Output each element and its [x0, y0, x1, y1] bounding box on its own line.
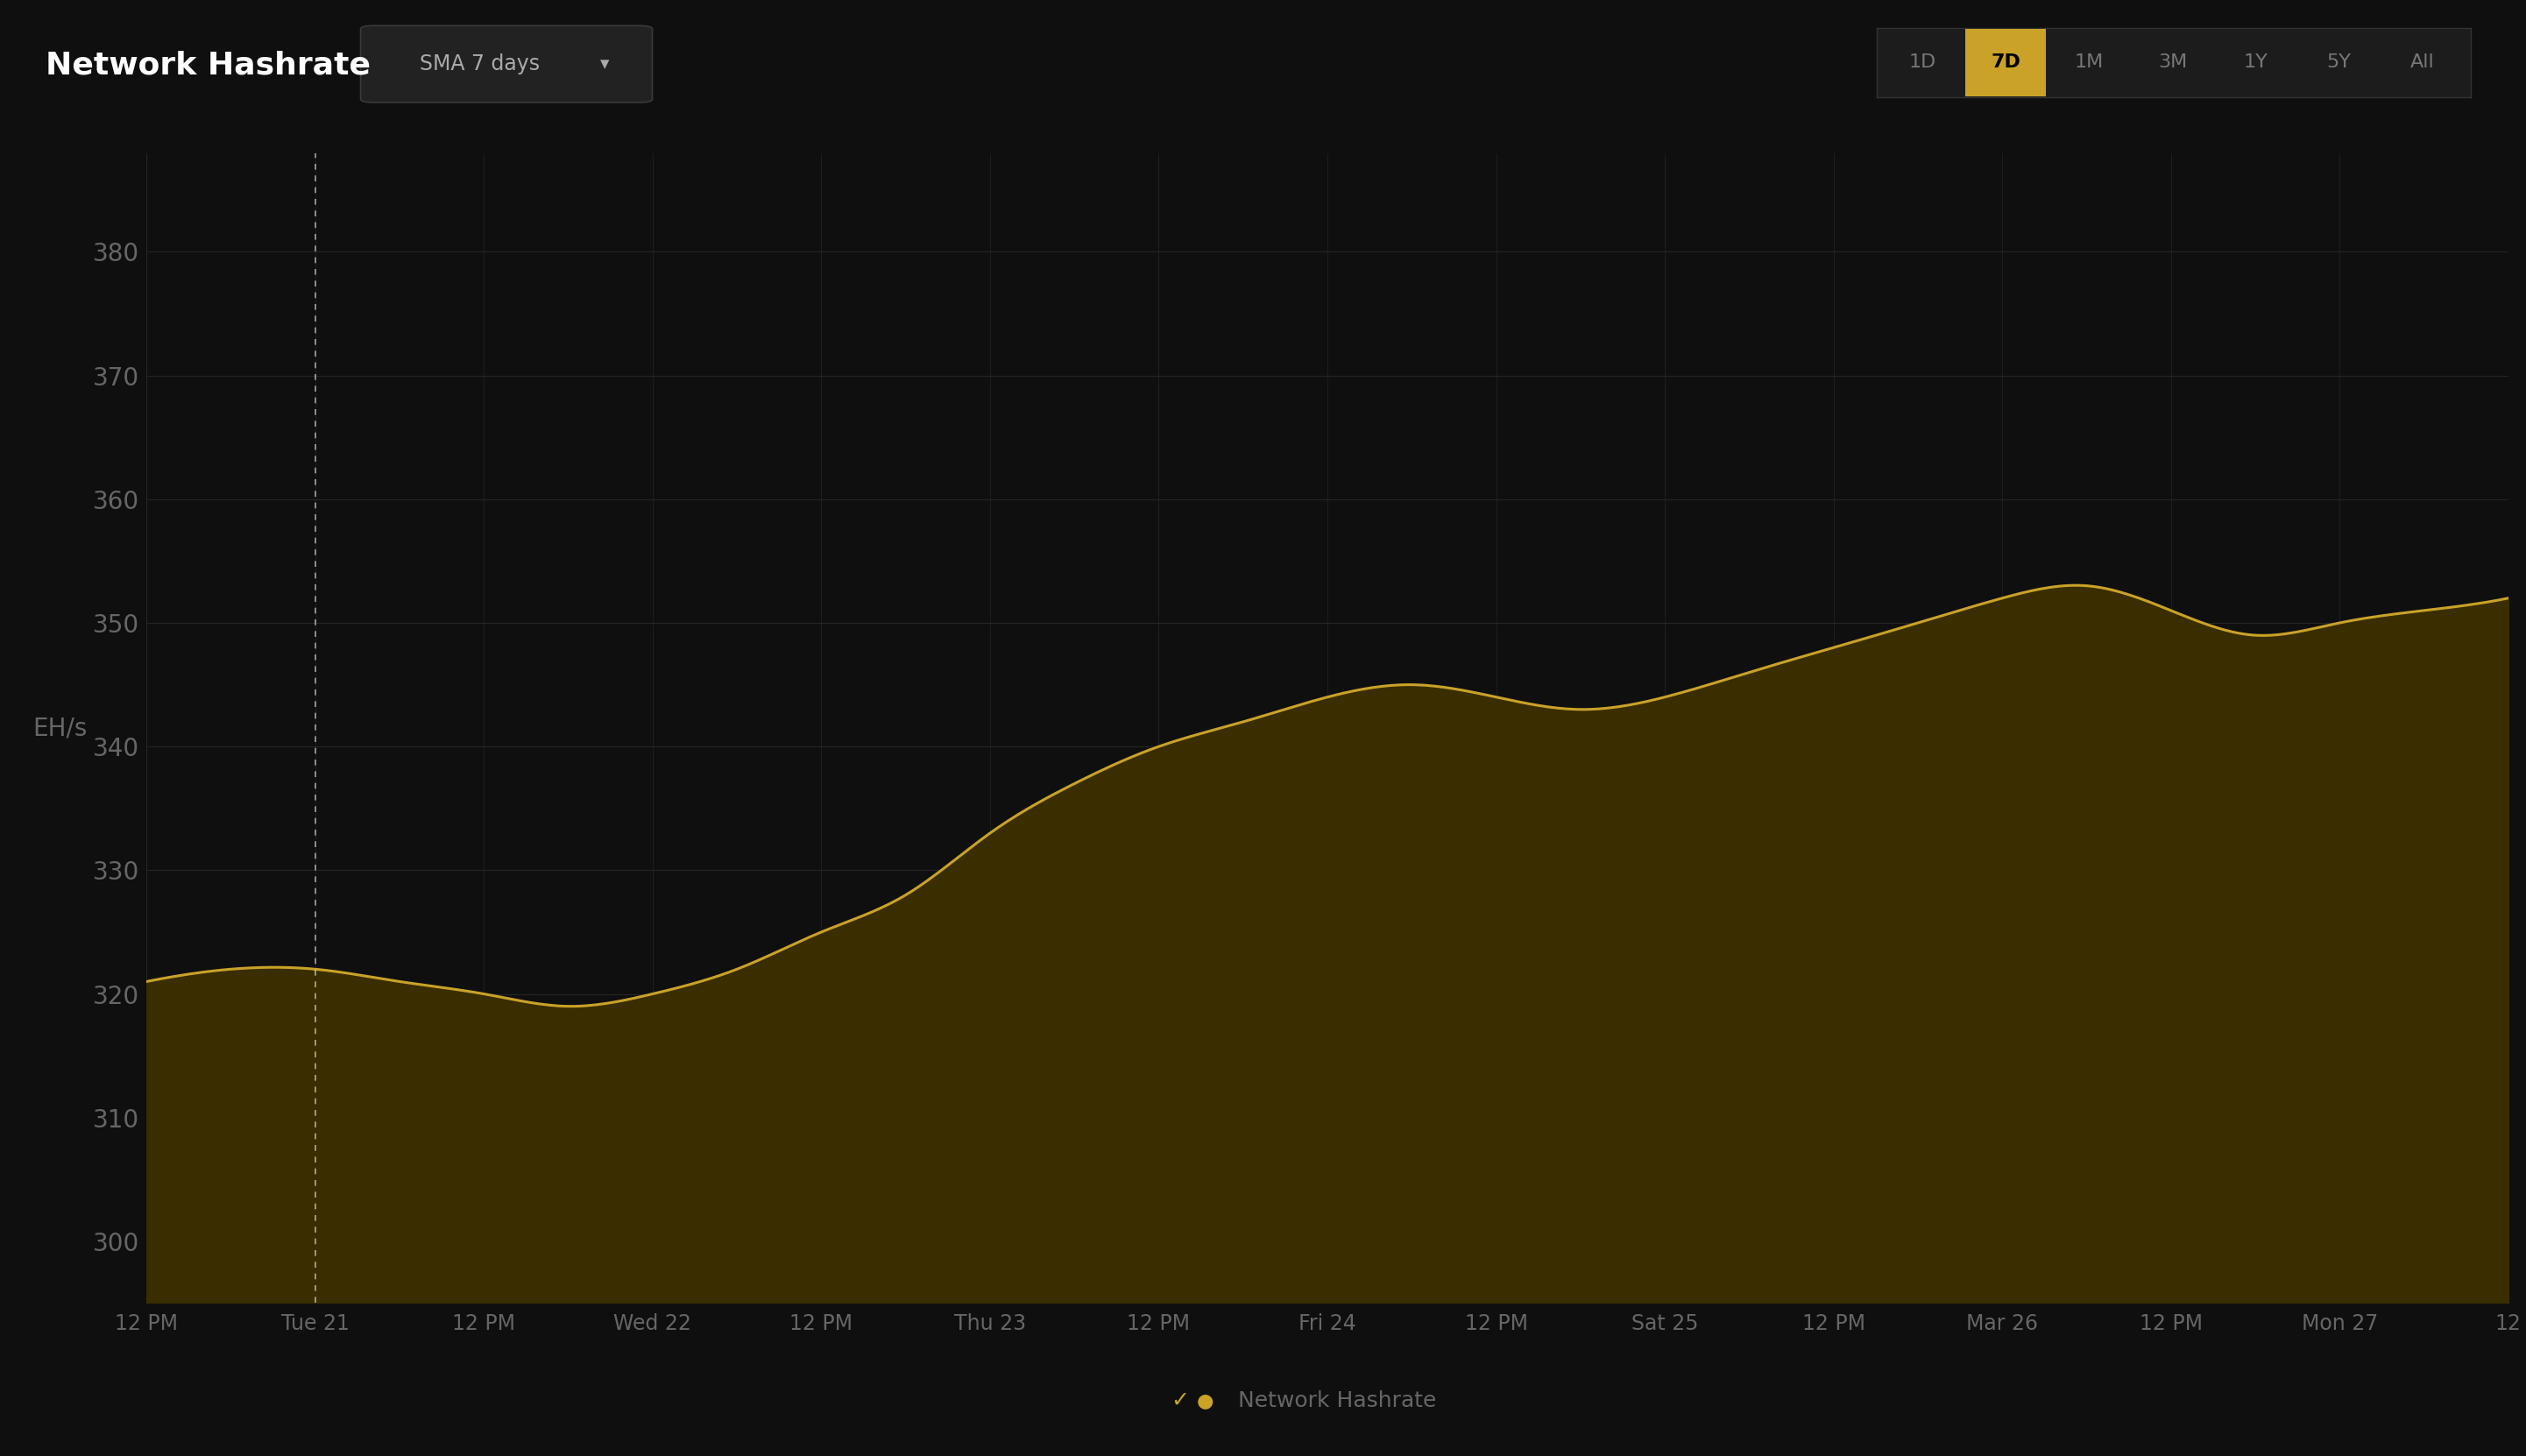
- Text: 1Y: 1Y: [2243, 54, 2268, 71]
- Text: Network Hashrate: Network Hashrate: [1238, 1390, 1437, 1411]
- Text: Network Hashrate: Network Hashrate: [45, 51, 371, 80]
- Text: 5Y: 5Y: [2326, 54, 2352, 71]
- Text: ▾: ▾: [601, 55, 609, 73]
- Text: SMA 7 days: SMA 7 days: [419, 54, 541, 74]
- FancyBboxPatch shape: [361, 26, 652, 102]
- Text: 7D: 7D: [1990, 54, 2021, 71]
- Y-axis label: EH/s: EH/s: [33, 716, 88, 740]
- Text: ●: ●: [1197, 1392, 1212, 1409]
- Text: SMA 7 days: SMA 7 days: [419, 54, 541, 74]
- Text: 1D: 1D: [1910, 54, 1935, 71]
- Text: ▾: ▾: [601, 55, 609, 73]
- Text: 3M: 3M: [2157, 54, 2188, 71]
- Text: 1M: 1M: [2074, 54, 2104, 71]
- Text: ✓: ✓: [1170, 1390, 1190, 1411]
- Text: All: All: [2410, 54, 2435, 71]
